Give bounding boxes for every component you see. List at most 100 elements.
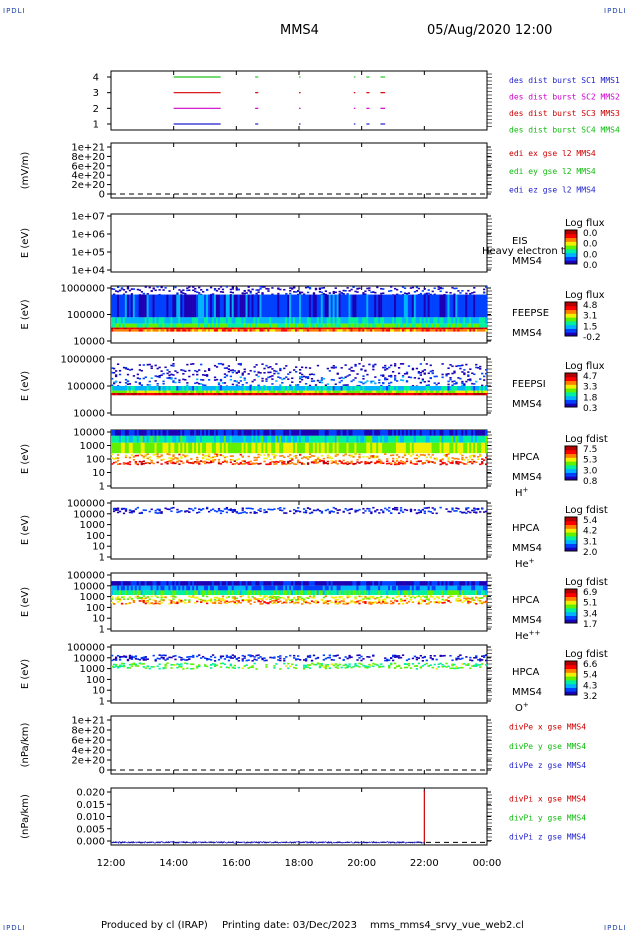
panel-hpca-he2-pixel — [245, 585, 248, 591]
panel-feepse-pixel — [342, 327, 345, 330]
panel-hpca-he1-pixel — [378, 512, 381, 514]
panel-feepse-pixel — [465, 327, 468, 330]
panel-feepse-pixel — [378, 329, 381, 332]
panel-feepse-pixel — [213, 329, 217, 332]
panel-feepsi-pixel — [172, 380, 175, 382]
panel-hpca-he1-pixel — [401, 511, 405, 513]
panel-hpca-he2-pixel — [314, 585, 318, 591]
panel-feepsi-pixel — [241, 386, 244, 391]
panel-feepsi-pixel — [368, 392, 371, 396]
panel-feepse-pixel — [146, 294, 149, 318]
panel-feepsi-pixel — [461, 382, 464, 384]
panel-feepsi-pixel — [334, 392, 337, 396]
panel-hpca-he2-pixel — [299, 598, 302, 601]
panel-hpca-he2-pixel — [132, 585, 136, 591]
panel-feepse-pixel — [184, 323, 187, 328]
panel-hpca-h-pixel — [182, 430, 185, 436]
panel-feepsi-pixel — [374, 363, 377, 366]
panel-hpca-h-pixel — [295, 430, 298, 436]
panel-hpca-h-pixel — [293, 430, 296, 436]
panel-hpca-h-pixel — [172, 435, 175, 443]
panel-hpca-h-pixel — [370, 461, 373, 463]
panel-feepsi-pixel — [403, 373, 407, 375]
panel-hpca-h-pixel — [118, 435, 122, 443]
panel-hpca-h-pixel — [219, 463, 223, 465]
panel-hpca-he2-pixel — [299, 590, 302, 596]
panel-hpca-he2-pixel — [160, 599, 163, 601]
panel-hpca-he2-pixel — [368, 585, 371, 591]
panel-hpca-he2-pixel — [405, 585, 409, 591]
panel-hpca-h-pixel — [465, 456, 468, 459]
panel-hpca-he1-pixel — [449, 510, 452, 513]
panel-feepse-pixel — [215, 329, 219, 332]
panel-hpca-h-pixel — [130, 442, 134, 454]
panel-feepse-pixel — [122, 317, 126, 324]
panel-eis-colorbar-tick: 0.0 — [583, 250, 598, 260]
panel-hpca-h-pixel — [395, 457, 399, 460]
panel-hpca-he2-pixel — [291, 581, 294, 586]
panel-hpca-h-pixel — [320, 435, 324, 443]
panel-feepse-pixel — [273, 317, 276, 324]
panel-hpca-h-pixel — [399, 442, 403, 454]
panel-hpca-h-pixel — [368, 462, 371, 465]
panel-feepse-pixel — [300, 327, 304, 330]
panel-feepsi-pixel — [397, 392, 401, 396]
panel-hpca-h-pixel — [302, 463, 306, 465]
panel-hpca-he2-pixel — [469, 590, 472, 596]
panel-feepsi-pixel — [362, 390, 365, 393]
panel-hpca-he2-pixel — [130, 585, 134, 591]
panel-feepse-pixel — [328, 323, 331, 328]
panel-feepsi-pixel — [384, 364, 387, 367]
panel-feepse-pixel — [219, 329, 223, 332]
panel-feepse-pixel — [122, 294, 126, 318]
panel-hpca-h-pixel — [269, 435, 272, 443]
panel-hpca-he2-pixel — [130, 598, 134, 601]
panel-hpca-he2-pixel — [251, 581, 254, 586]
panel-hpca-h-pixel — [215, 455, 219, 458]
panel-feepse-pixel — [144, 323, 147, 328]
panel-hpca-he2-pixel — [287, 585, 290, 591]
panel-feepsi-pixel — [405, 371, 409, 374]
panel-hpca-he2-pixel — [124, 590, 128, 596]
panel-hpca-he2-pixel — [332, 597, 335, 599]
panel-hpca-h-pixel — [431, 461, 434, 463]
panel-feepse-pixel — [401, 329, 405, 332]
panel-feepse-pixel — [320, 329, 324, 332]
panel-feepse-pixel — [289, 292, 292, 295]
panel-feepsi-pixel — [433, 375, 436, 378]
panel-hpca-h-pixel — [312, 442, 316, 454]
panel-hpca-he2-pixel — [114, 585, 118, 591]
panel-hpca-he2-pixel — [285, 581, 288, 586]
panel-hpca-he2-pixel — [265, 590, 268, 596]
panel-hpca-he2-pixel — [348, 585, 351, 591]
panel-feepse-pixel — [457, 290, 460, 292]
panel-feepsi-pixel — [421, 390, 424, 393]
panel-hpca-he2-pixel — [194, 597, 197, 599]
panel-feepsi-pixel — [138, 392, 141, 396]
panel-hpca-h-pixel — [134, 454, 138, 457]
panel-feepsi-pixel — [111, 384, 114, 387]
panel-hpca-he1-pixel — [455, 510, 458, 512]
panel-hpca-he2-pixel — [192, 590, 195, 596]
panel-hpca-h-pixel — [457, 461, 460, 463]
panel-hpca-h-pixel — [281, 463, 284, 466]
panel-feepsi-pixel — [384, 378, 387, 381]
panel-feepse-pixel — [411, 323, 415, 328]
panel-hpca-he2-pixel — [223, 599, 227, 602]
panel-hpca-h-pixel — [281, 460, 284, 462]
panel-hpca-h-pixel — [397, 435, 401, 443]
panel-hpca-he2-pixel — [433, 597, 436, 600]
panel-hpca-h-pixel — [263, 442, 266, 454]
panel-feepsi-pixel — [338, 392, 341, 396]
panel-feepse-pixel — [366, 287, 369, 290]
panel-hpca-h-pixel — [198, 442, 201, 454]
panel-feepse-pixel — [304, 327, 308, 330]
panel-feepse-pixel — [409, 329, 413, 332]
panel-feepsi-pixel — [128, 383, 132, 385]
panel-feepsi-pixel — [255, 392, 258, 396]
panel-hpca-h-pixel — [225, 456, 229, 458]
panel-feepsi-pixel — [393, 377, 397, 379]
panel-feepse-pixel — [354, 317, 357, 324]
panel-hpca-h-pixel — [326, 430, 329, 436]
panel-hpca-h-pixel — [344, 442, 347, 454]
